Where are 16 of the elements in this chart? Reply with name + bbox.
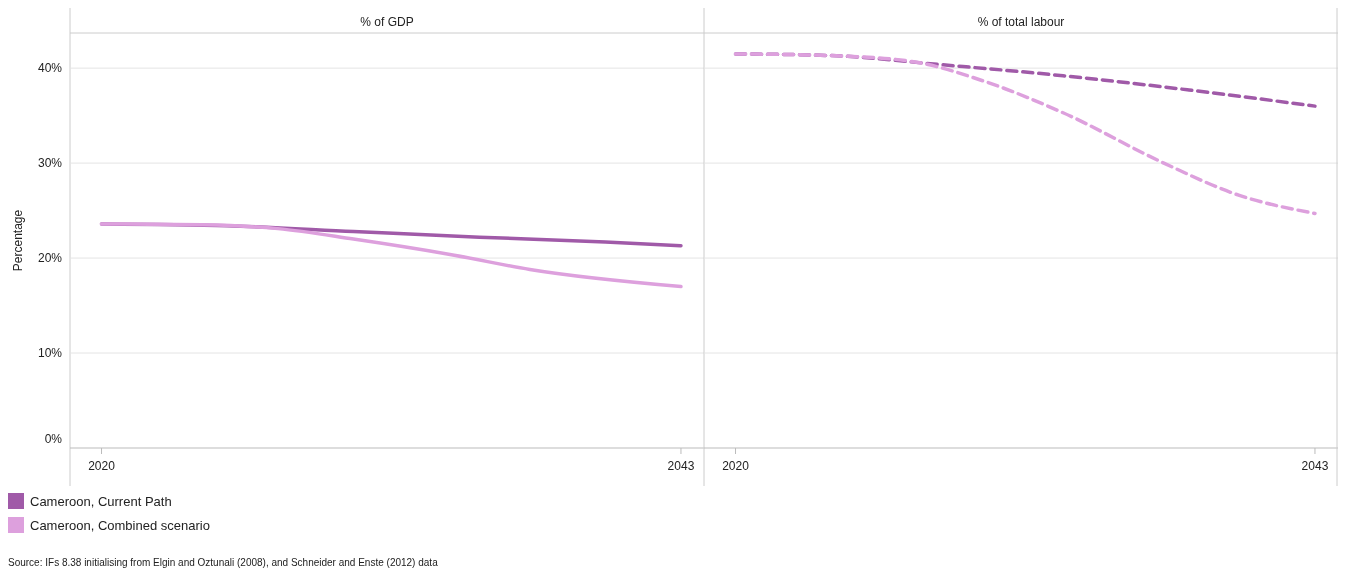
- x-tick-label: 2043: [1301, 459, 1329, 473]
- legend-label: Cameroon, Combined scenario: [30, 518, 210, 533]
- y-tick-label: 30%: [37, 156, 63, 171]
- y-tick-label: 20%: [37, 251, 63, 266]
- y-axis-title: Percentage: [11, 209, 25, 272]
- line-series: [99, 222, 683, 289]
- x-tick-label: 2020: [722, 459, 750, 473]
- y-tick-label: 40%: [37, 61, 63, 76]
- legend-label: Cameroon, Current Path: [30, 494, 172, 509]
- y-tick-label: 10%: [37, 346, 63, 361]
- chart-title: % of GDP: [360, 15, 414, 29]
- source-note: Source: IFs 8.38 initialising from Elgin and Oztunali (2008), and Schneider and Enste (2012) data: [8, 557, 439, 568]
- chart-title: % of total labour: [977, 15, 1065, 29]
- x-tick-label: 2043: [667, 459, 695, 473]
- x-tick-label: 2020: [88, 459, 116, 473]
- y-tick-label: 0%: [44, 432, 63, 446]
